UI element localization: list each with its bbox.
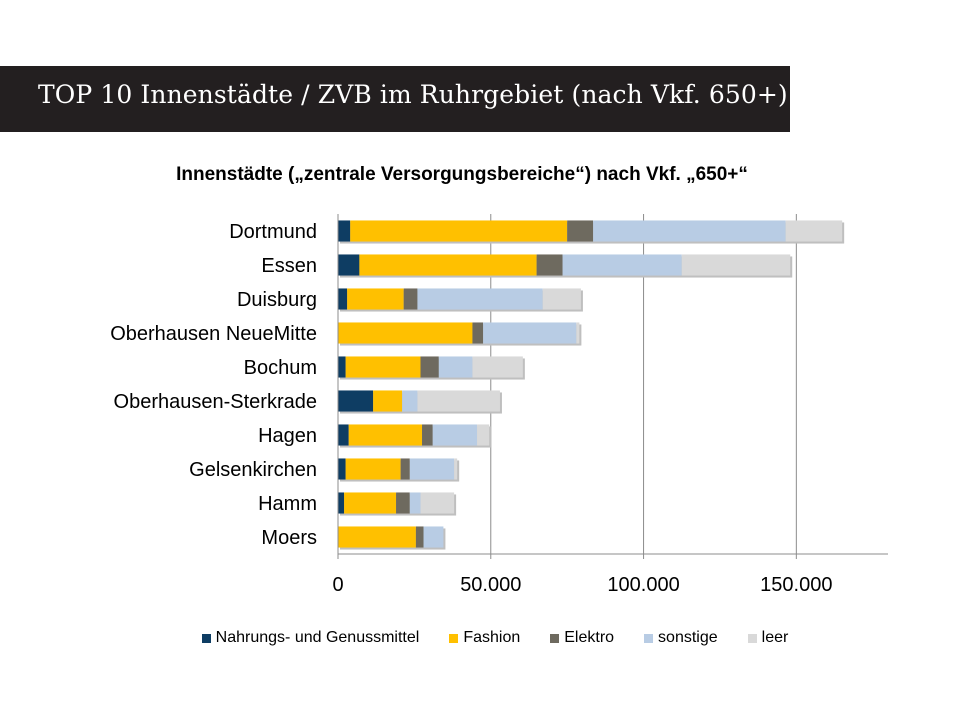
bar-segment [454,458,458,480]
bar-segment [338,492,345,514]
chart-title: Innenstädte („zentrale Versorgungsbereic… [176,164,748,185]
legend-label: Fashion [463,629,521,646]
bar-segment [422,424,433,446]
bar-segment [576,322,580,344]
bar-segment [409,492,421,514]
legend-item: leer [747,629,789,647]
bar-segment [338,526,416,548]
bar-segment [472,356,523,378]
x-tick-label: 0 [332,574,343,596]
bar-segment [415,526,424,548]
bar-segment [396,492,410,514]
bar-segment [338,254,360,276]
bar-segment [417,288,543,310]
category-label: Gelsenkirchen [189,459,317,481]
category-label: Moers [261,527,317,549]
bar-segment [345,458,401,480]
bar-segment [477,424,490,446]
bar-segment [423,526,444,548]
chart-legend: Nahrungs- und Genussmittel Fashion Elektro… [0,629,960,647]
bar-segment [347,288,404,310]
legend-swatch [747,633,757,643]
category-label: Duisburg [237,289,317,311]
legend-label: Elektro [564,629,615,646]
category-label: Hagen [258,425,317,447]
bar-segment [402,390,418,412]
x-tick-label: 50.000 [460,574,521,596]
bar-segment [338,458,346,480]
bar-segment [593,220,786,242]
legend-item: Fashion [449,629,520,647]
category-label: Essen [261,255,317,277]
legend-item: Elektro [550,629,614,647]
bar-segment [483,322,577,344]
title-banner: TOP 10 Innenstädte / ZVB im Ruhrgebiet (… [0,66,790,132]
bar-segment [438,356,473,378]
bar-segment [562,254,682,276]
bar-segment [409,458,455,480]
bar-segment [785,220,843,242]
bar-segment [432,424,478,446]
bar-segment [338,424,349,446]
bar-segment [536,254,563,276]
category-label: Hamm [258,493,317,515]
legend-label: leer [761,629,789,646]
category-label: Bochum [244,357,317,379]
slide-title: TOP 10 Innenstädte / ZVB im Ruhrgebiet (… [38,80,788,109]
category-label: Dortmund [229,221,317,243]
legend-swatch [550,633,560,643]
bar-segment [681,254,791,276]
bar-segment [338,356,346,378]
legend-swatch [449,633,459,643]
x-tick-label: 100.000 [607,574,679,596]
legend-swatch [644,633,654,643]
bar-segment [338,220,351,242]
bar-segment [403,288,418,310]
legend-item: Nahrungs- und Genussmittel [201,629,420,647]
bar-segment [338,288,348,310]
bar-segment [373,390,403,412]
x-tick-label: 150.000 [760,574,832,596]
category-label: Oberhausen-Sterkrade [114,391,317,413]
bar-segment [359,254,537,276]
bar-segment [417,390,500,412]
bar-segment [345,356,421,378]
bar-segment [567,220,594,242]
legend-label: Nahrungs- und Genussmittel [215,629,420,646]
bar-segment [350,220,568,242]
bar-segment [472,322,484,344]
bar-segment [542,288,581,310]
legend-swatch [201,633,211,643]
bar-segment [338,322,473,344]
bar-segment [400,458,410,480]
bar-segment [420,492,455,514]
legend-item: sonstige [644,629,718,647]
bar-segment [420,356,439,378]
bar-segment [338,390,374,412]
bar-segment [348,424,423,446]
category-label: Oberhausen NeueMitte [110,323,317,345]
bar-segment [344,492,397,514]
legend-label: sonstige [658,629,718,646]
